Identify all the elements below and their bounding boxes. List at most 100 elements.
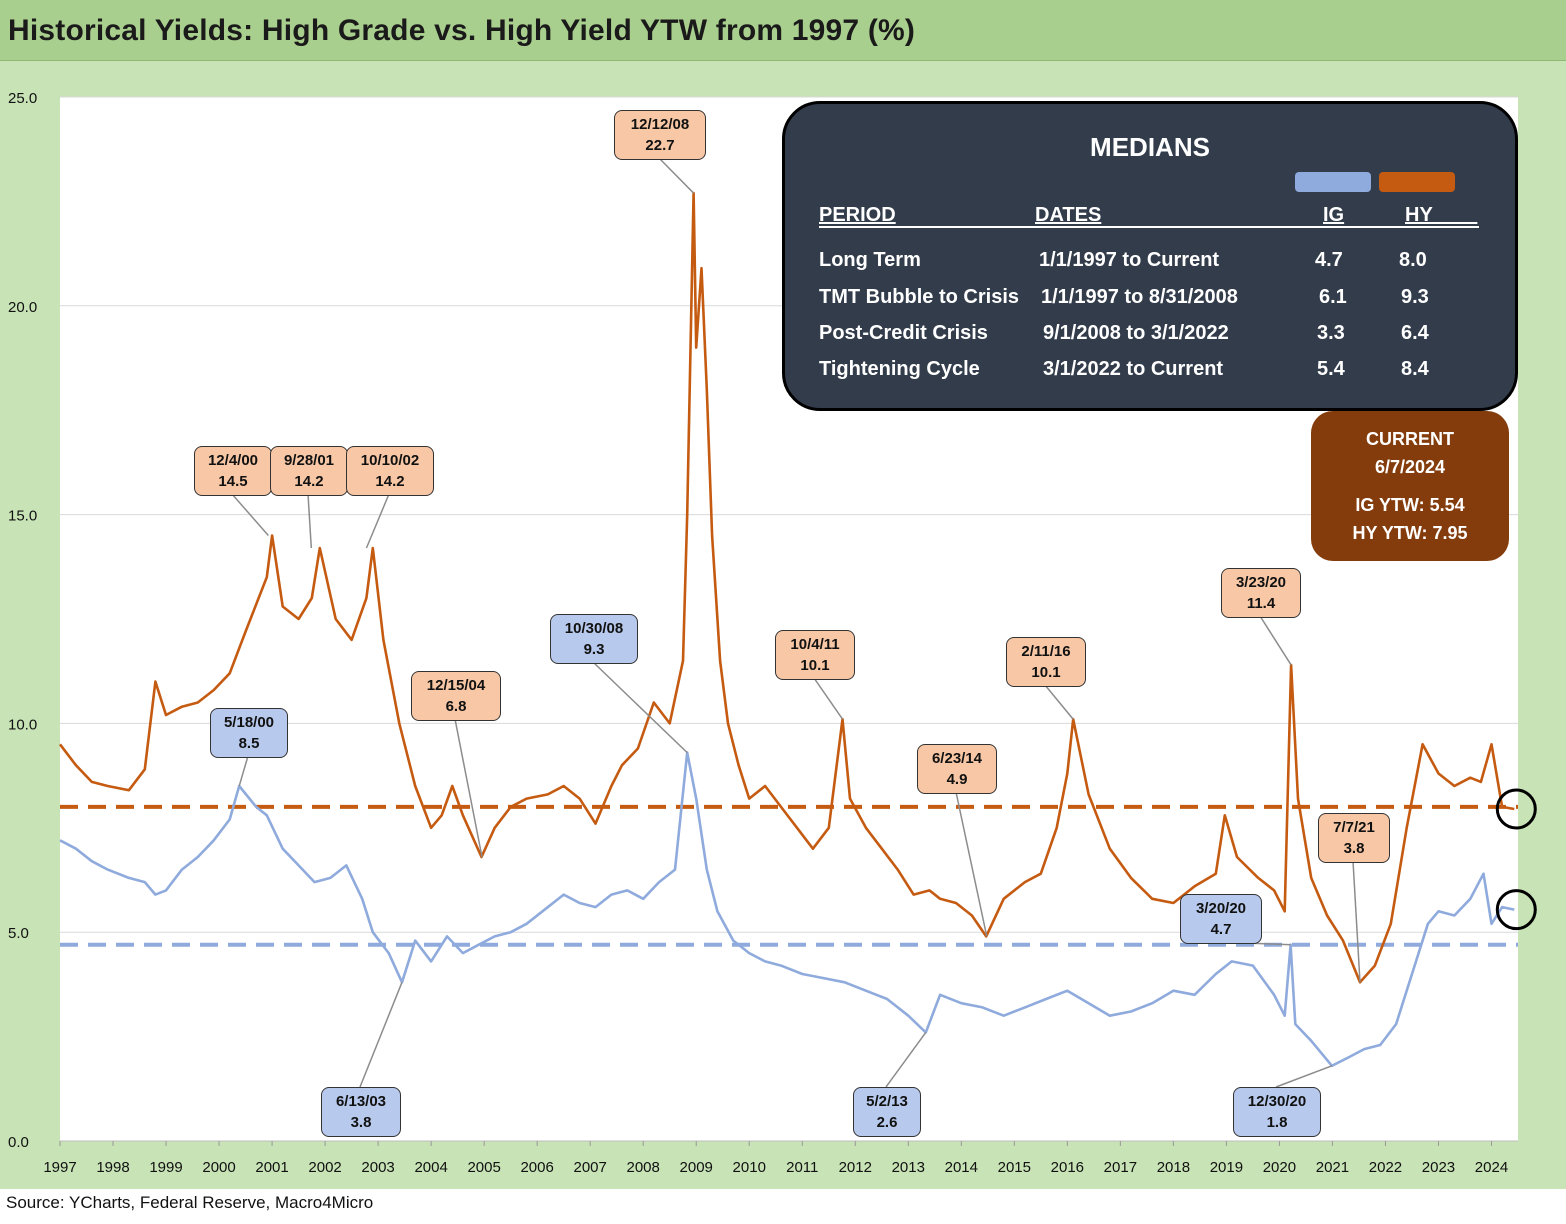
- callout-value: 10.1: [800, 657, 830, 674]
- callout-date: 5/2/13: [866, 1093, 908, 1110]
- x-tick-label: 2000: [202, 1159, 235, 1176]
- hy-callout: 12/12/08 22.7: [614, 110, 706, 160]
- medians-row-period: Post-Credit Crisis: [819, 322, 988, 344]
- leader-line: [1352, 860, 1361, 983]
- callout-date: 2/11/16: [1021, 643, 1071, 660]
- y-tick-label: 15.0: [8, 508, 37, 525]
- medians-title: MEDIANS: [1090, 132, 1210, 162]
- hy-callout: 10/10/02 14.2: [346, 446, 434, 496]
- x-tick-label: 2017: [1104, 1159, 1137, 1176]
- x-tick-label: 2005: [467, 1159, 500, 1176]
- x-tick-label: 2008: [627, 1159, 660, 1176]
- x-tick-label: 2001: [255, 1159, 288, 1176]
- callout-value: 6.8: [445, 698, 467, 715]
- ig-callout: 5/2/13 2.6: [853, 1087, 921, 1137]
- x-tick-label: 2023: [1422, 1159, 1455, 1176]
- ig-callout: 3/20/20 4.7: [1180, 894, 1262, 944]
- hy-legend-swatch: [1379, 172, 1455, 192]
- title-bar: Historical Yields: High Grade vs. High Y…: [0, 0, 1566, 61]
- medians-row-ig: 4.7: [1315, 249, 1343, 271]
- callout-date: 12/15/04: [426, 677, 486, 694]
- y-tick-label: 10.0: [8, 716, 37, 733]
- x-tick-label: 2007: [573, 1159, 606, 1176]
- y-tick-label: 0.0: [8, 1134, 29, 1151]
- x-tick-label: 1999: [149, 1159, 182, 1176]
- current-value-circles: [1495, 788, 1537, 931]
- medians-panel: MEDIANS PERIOD DATES IG HY____ Long Term…: [782, 101, 1518, 411]
- callout-value: 4.7: [1210, 921, 1232, 938]
- medians-header-rule: [819, 226, 1479, 228]
- x-tick-label: 2015: [998, 1159, 1031, 1176]
- hy-current-circle: [1495, 788, 1537, 830]
- x-tick-label: 2020: [1263, 1159, 1296, 1176]
- medians-row-ig: 5.4: [1317, 358, 1345, 380]
- leader-line: [231, 493, 269, 536]
- hy-callout: 7/7/21 3.8: [1318, 813, 1390, 863]
- callout-date: 12/12/08: [630, 116, 690, 133]
- x-tick-label: 1997: [43, 1159, 76, 1176]
- leader-line: [813, 677, 844, 720]
- medians-header-dates: DATES: [1035, 204, 1102, 226]
- medians-row-period: Tightening Cycle: [819, 358, 980, 380]
- x-tick-label: 2016: [1051, 1159, 1084, 1176]
- callout-date: 10/4/11: [790, 636, 840, 653]
- callout-date: 12/4/00: [207, 452, 259, 469]
- leader-line: [1044, 684, 1074, 720]
- leader-line: [359, 982, 403, 1088]
- medians-row-ig: 3.3: [1317, 322, 1345, 344]
- callout-value: 10.1: [1031, 664, 1061, 681]
- ig-callout: 5/18/00 8.5: [210, 708, 288, 758]
- hy-callout: 3/23/20 11.4: [1221, 568, 1301, 618]
- x-tick-label: 2012: [839, 1159, 872, 1176]
- y-tick-label: 25.0: [8, 90, 37, 107]
- callout-value: 1.8: [1266, 1114, 1288, 1131]
- current-values-panel: CURRENT 6/7/2024 IG YTW: 5.54 HY YTW: 7.…: [1311, 411, 1509, 561]
- medians-row-dates: 1/1/1997 to 8/31/2008: [1041, 286, 1238, 308]
- callout-value: 14.5: [218, 473, 248, 490]
- ig-legend-swatch: [1295, 172, 1371, 192]
- x-tick-label: 2013: [892, 1159, 925, 1176]
- callout-date: 3/20/20: [1195, 900, 1247, 917]
- hy-callout: 9/28/01 14.2: [270, 446, 348, 496]
- callout-value: 14.2: [375, 473, 405, 490]
- x-tick-label: 2011: [786, 1159, 818, 1176]
- leader-line: [658, 157, 695, 194]
- medians-row-hy: 6.4: [1401, 322, 1429, 344]
- callout-value: 3.8: [350, 1114, 372, 1131]
- hy-callout: 12/15/04 6.8: [411, 671, 501, 721]
- medians-row-dates: 9/1/2008 to 3/1/2022: [1043, 322, 1229, 344]
- callout-value: 2.6: [876, 1114, 898, 1131]
- medians-row-hy: 8.0: [1399, 249, 1427, 271]
- x-tick-label: 2002: [308, 1159, 341, 1176]
- ig-series-line: [59, 751, 1515, 1068]
- y-tick-label: 20.0: [8, 299, 37, 316]
- medians-row-hy: 9.3: [1401, 286, 1429, 308]
- series-lines: [58, 191, 1515, 1068]
- y-axis-ticks: 0.0 5.0 10.0 15.0 20.0 25.0: [8, 90, 37, 1151]
- x-tick-label: 2003: [361, 1159, 394, 1176]
- medians-row-hy: 8.4: [1401, 358, 1429, 380]
- leader-line: [1259, 615, 1292, 666]
- x-tick-label: 2014: [945, 1159, 978, 1176]
- x-tick-label: 2022: [1369, 1159, 1402, 1176]
- current-heading: CURRENT: [1366, 429, 1454, 449]
- callout-value: 11.4: [1246, 595, 1276, 612]
- callout-date: 10/10/02: [360, 452, 420, 469]
- medians-row-period: Long Term: [819, 249, 921, 271]
- x-tick-label: 2004: [414, 1159, 447, 1176]
- ig-current-circle: [1495, 889, 1537, 931]
- y-tick-label: 5.0: [8, 925, 29, 942]
- hy-callout: 6/23/14 4.9: [917, 744, 997, 794]
- callout-value: 22.7: [645, 137, 675, 154]
- x-tick-label: 2024: [1475, 1159, 1508, 1176]
- x-tick-label: 2019: [1210, 1159, 1243, 1176]
- callout-date: 7/7/21: [1333, 819, 1375, 836]
- chart-title: Historical Yields: High Grade vs. High Y…: [8, 14, 916, 47]
- leader-line: [885, 1031, 927, 1088]
- medians-row-ig: 6.1: [1319, 286, 1347, 308]
- callout-value: 14.2: [294, 473, 324, 490]
- callout-date: 12/30/20: [1247, 1093, 1307, 1110]
- hy-callout: 10/4/11 10.1: [775, 630, 855, 680]
- x-tick-label: 2018: [1157, 1159, 1190, 1176]
- leader-line: [307, 493, 313, 549]
